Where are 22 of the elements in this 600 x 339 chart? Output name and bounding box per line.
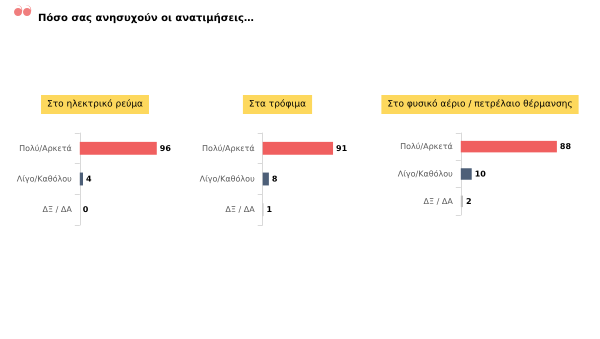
data-label: 0 bbox=[82, 205, 89, 214]
data-label: 2 bbox=[466, 196, 472, 206]
y-tick-label: Πολύ/Αρκετά bbox=[19, 144, 72, 153]
data-label: 10 bbox=[474, 170, 486, 178]
y-tick-label: Λίγο/Καθόλου bbox=[200, 174, 256, 184]
data-label: 91 bbox=[336, 144, 348, 153]
data-label: 4 bbox=[86, 174, 92, 184]
y-tick-label: ΔΞ / ΔΑ bbox=[42, 205, 72, 214]
y-tick-label: ΔΞ / ΔΑ bbox=[225, 205, 256, 214]
data-label: 96 bbox=[160, 144, 172, 153]
y-tick-label: Πολύ/Αρκετά bbox=[400, 142, 453, 152]
data-label: 1 bbox=[266, 205, 272, 214]
y-tick-label: Λίγο/Καθόλου bbox=[16, 174, 72, 184]
chart-title: Στο ηλεκτρικό ρεύμα bbox=[47, 98, 144, 110]
data-label: 8 bbox=[272, 174, 278, 184]
data-label: 88 bbox=[560, 142, 572, 152]
y-tick-label: ΔΞ / ΔΑ bbox=[424, 196, 454, 206]
chart-title: Στα τρόφιμα bbox=[248, 98, 306, 110]
text: Πόσο σας ανησυχούν οι ανατιμήσεις… bbox=[38, 13, 254, 24]
y-tick-label: Λίγο/Καθόλου bbox=[398, 170, 454, 178]
chart-title: Στο φυσικό αέριο / πετρέλαιο θέρμανσης bbox=[387, 98, 573, 110]
y-tick-label: Πολύ/Αρκετά bbox=[202, 144, 255, 153]
